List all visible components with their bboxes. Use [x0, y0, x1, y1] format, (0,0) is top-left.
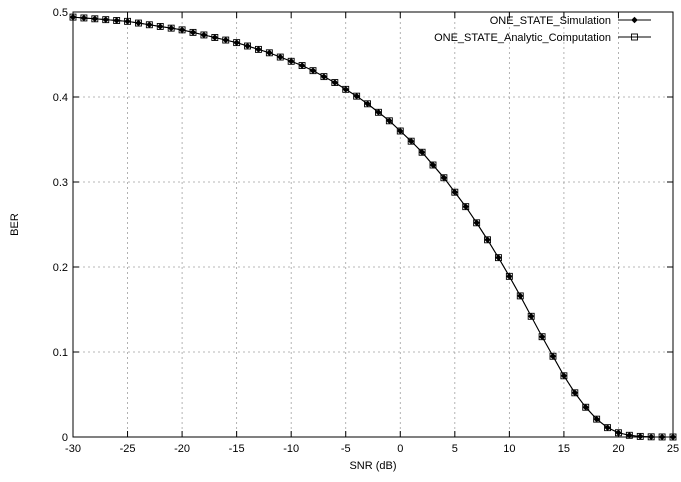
data-point — [407, 137, 415, 145]
data-point — [560, 372, 568, 380]
data-point — [156, 23, 164, 30]
legend: ONE_STATE_Simulation ONE_STATE_Analytic_… — [434, 15, 651, 44]
data-point — [189, 28, 197, 36]
data-point — [211, 34, 219, 41]
x-tick-label: 0 — [397, 443, 403, 455]
data-point — [604, 424, 611, 432]
data-point — [244, 42, 251, 50]
x-tick-label: 10 — [503, 443, 515, 455]
data-point — [396, 127, 404, 135]
data-point — [516, 292, 524, 300]
data-point — [342, 85, 350, 93]
data-point — [320, 73, 328, 81]
data-point — [484, 236, 491, 244]
data-point — [91, 15, 99, 23]
y-tick-label: 0.3 — [53, 177, 68, 189]
legend-marker — [631, 33, 638, 41]
data-point — [593, 415, 601, 423]
data-point — [549, 352, 557, 360]
data-point — [145, 21, 153, 29]
data-point — [636, 432, 644, 440]
y-tick-label: 0.4 — [53, 92, 68, 104]
x-tick-label: 25 — [667, 443, 679, 455]
data-point — [385, 117, 393, 125]
data-point — [331, 79, 339, 87]
plot-frame — [72, 11, 674, 438]
data-point — [222, 36, 230, 44]
data-point — [80, 14, 88, 22]
data-point — [538, 333, 546, 341]
x-tick-label: -15 — [229, 443, 245, 455]
data-point — [178, 26, 186, 34]
legend-sample-analytic — [618, 33, 651, 41]
y-tick-label: 0.5 — [53, 7, 68, 19]
x-tick-label: -10 — [283, 443, 299, 455]
series-line — [72, 16, 674, 438]
x-axis-ticks: -30 -25 -20 -15 -10 -5 0 5 10 15 20 25 — [65, 12, 679, 455]
data-point — [615, 429, 622, 437]
data-point — [429, 161, 437, 169]
y-tick-label: 0.2 — [53, 262, 68, 274]
data-point — [309, 67, 317, 75]
data-point — [276, 53, 284, 61]
data-point — [495, 254, 502, 262]
data-point — [298, 62, 306, 69]
data-point — [571, 389, 579, 397]
data-point — [582, 403, 590, 411]
legend-label-simulation: ONE_STATE_Simulation — [490, 15, 611, 27]
legend-sample-simulation — [618, 16, 651, 24]
x-tick-label: -5 — [341, 443, 351, 455]
data-series — [69, 13, 677, 441]
x-tick-label: -20 — [174, 443, 190, 455]
y-axis-ticks: 0 0.1 0.2 0.3 0.4 0.5 — [53, 7, 673, 444]
series-line — [72, 16, 674, 438]
data-point — [473, 219, 481, 227]
data-point — [167, 24, 175, 32]
x-tick-label: 15 — [558, 443, 570, 455]
legend-label-analytic: ONE_STATE_Analytic_Computation — [434, 32, 611, 44]
x-tick-label: -30 — [65, 443, 81, 455]
data-point — [265, 49, 273, 57]
grid-lines — [73, 12, 673, 437]
data-point — [353, 92, 361, 100]
y-tick-label: 0.1 — [53, 347, 68, 359]
x-tick-label: 20 — [612, 443, 624, 455]
data-point — [418, 148, 426, 156]
y-tick-label: 0 — [62, 432, 68, 444]
series-analytic — [69, 13, 677, 441]
data-point — [440, 174, 448, 182]
legend-marker — [631, 16, 638, 24]
data-point — [364, 100, 371, 108]
x-tick-label: 5 — [452, 443, 458, 455]
data-point — [625, 431, 633, 439]
y-axis-title: BER — [9, 213, 21, 236]
data-point — [200, 31, 208, 39]
data-point — [287, 57, 295, 65]
data-point — [233, 39, 241, 47]
x-axis-title: SNR (dB) — [349, 460, 396, 472]
data-point — [255, 45, 262, 53]
data-point — [451, 188, 459, 196]
data-point — [124, 17, 131, 25]
data-point — [462, 203, 470, 211]
data-point — [102, 16, 110, 24]
data-point — [113, 17, 121, 24]
data-point — [505, 272, 513, 280]
data-point — [135, 19, 142, 27]
x-tick-label: -25 — [120, 443, 136, 455]
data-point — [527, 312, 535, 320]
series-simulation — [69, 13, 677, 441]
data-point — [375, 108, 382, 116]
